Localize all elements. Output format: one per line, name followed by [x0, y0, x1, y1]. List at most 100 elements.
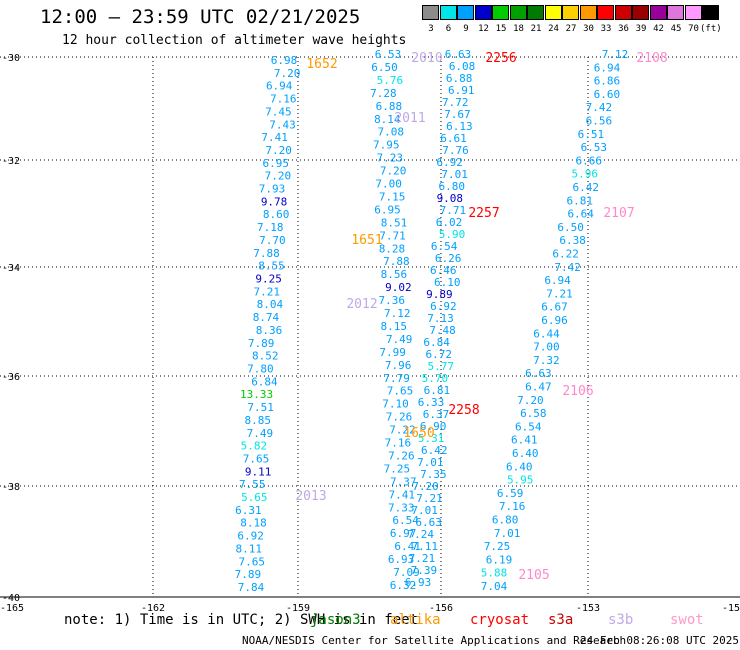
- swh-value-label: 7.12: [602, 48, 629, 61]
- swh-value-label: 6.54: [392, 514, 419, 527]
- swh-value-label: 6.53: [375, 48, 402, 61]
- swh-value-label: 7.32: [533, 354, 560, 367]
- swh-value-label: 7.79: [383, 372, 410, 385]
- swh-value-label: 8.56: [381, 268, 408, 281]
- swh-value-label: 7.21: [409, 552, 436, 565]
- pass-time-label: 1650: [403, 426, 434, 441]
- swh-value-label: 7.21: [416, 492, 443, 505]
- swh-value-label: 7.65: [239, 555, 266, 568]
- swh-value-label: 8.28: [379, 242, 406, 255]
- swh-value-label: 6.63: [415, 516, 442, 529]
- scale-label: 21: [530, 24, 542, 34]
- swh-value-label: 7.51: [247, 401, 274, 414]
- swh-value-label: 7.13: [427, 312, 454, 325]
- swh-value-label: 7.09: [393, 566, 420, 579]
- scale-swatch: [439, 5, 457, 20]
- lon-label: -156: [429, 603, 453, 614]
- page-subtitle: 12 hour collection of altimeter wave hei…: [62, 33, 407, 48]
- swh-value-label: 6.53: [581, 141, 608, 154]
- swh-value-label: 7.67: [444, 108, 471, 121]
- swh-value-label: 7.15: [379, 190, 406, 203]
- pass-time-label: 2107: [603, 206, 634, 221]
- swh-value-label: 5.90: [439, 228, 466, 241]
- scale-label: 12: [478, 24, 489, 34]
- swh-value-label: 7.08: [378, 126, 405, 139]
- scale-unit-label: (ft): [700, 24, 722, 34]
- swh-value-label: 7.16: [270, 93, 297, 106]
- swh-value-label: 7.72: [442, 96, 469, 109]
- swh-value-label: 8.36: [256, 324, 283, 337]
- swh-value-label: 8.74: [253, 311, 280, 324]
- swh-value-label: 7.00: [375, 178, 402, 191]
- swh-value-label: 6.80: [492, 514, 519, 527]
- scale-label: 39: [635, 24, 647, 34]
- scale-label: 27: [565, 24, 577, 34]
- scale-label: 45: [670, 24, 682, 34]
- scale-label: 6: [445, 24, 452, 34]
- swh-value-label: 6.42: [421, 444, 448, 457]
- swh-value-label: 7.01: [441, 168, 468, 181]
- swh-value-label: 7.88: [253, 247, 280, 260]
- swh-value-label: 9.08: [437, 192, 464, 205]
- swh-value-label: 9.78: [261, 195, 288, 208]
- swh-value-label: 8.52: [252, 350, 279, 363]
- swh-value-label: 6.84: [251, 375, 278, 388]
- swh-value-label: 7.01: [411, 504, 438, 517]
- swh-value-label: 7.21: [546, 287, 573, 300]
- pass-time-label: 2011: [394, 111, 425, 126]
- pass-time-label: 1651: [351, 233, 382, 248]
- swh-value-label: 7.84: [238, 581, 265, 594]
- swh-value-label: 5.31: [418, 432, 445, 445]
- scale-label: 42: [653, 24, 664, 34]
- swh-value-label: 6.94: [594, 61, 621, 74]
- scale-swatch: [527, 5, 544, 20]
- swh-value-label: 6.67: [541, 301, 568, 314]
- lat-label: -32: [2, 156, 20, 167]
- swh-value-label: 6.94: [266, 80, 293, 93]
- swh-value-label: 7.37: [390, 475, 417, 488]
- swh-value-label: 6.22: [552, 248, 579, 261]
- swh-value-label: 7.41: [261, 131, 288, 144]
- swh-value-label: 7.41: [389, 488, 416, 501]
- scale-swatch: [492, 5, 509, 20]
- swh-value-label: 6.42: [573, 181, 600, 194]
- lon-label: -15: [722, 603, 740, 614]
- scale-swatch: [474, 5, 492, 20]
- swh-value-label: 9.02: [385, 281, 412, 294]
- swh-value-label: 7.22: [389, 424, 416, 437]
- swh-value-label: 6.54: [431, 240, 458, 253]
- swh-value-label: 5.82: [241, 440, 268, 453]
- lat-label: -30: [2, 53, 20, 64]
- scale-swatch: [667, 5, 684, 20]
- lat-label: -36: [2, 372, 20, 383]
- footer-note: note: 1) Time is in UTC; 2) SWH is in fe…: [64, 612, 419, 628]
- swh-value-label: 6.81: [424, 384, 451, 397]
- swh-value-label: 6.44: [533, 327, 560, 340]
- swh-value-label: 6.80: [439, 180, 466, 193]
- swh-value-label: 7.45: [265, 105, 292, 118]
- swh-value-label: 7.89: [248, 337, 275, 350]
- swh-value-label: 7.01: [494, 527, 521, 540]
- swh-value-label: 6.10: [434, 276, 461, 289]
- swh-value-label: 8.85: [244, 414, 271, 427]
- scale-label: 3: [428, 24, 434, 34]
- swh-value-label: 6.40: [512, 447, 539, 460]
- lat-label: -34: [2, 263, 20, 274]
- pass-time-label: 2013: [295, 489, 326, 504]
- swh-value-label: 7.23: [376, 152, 403, 165]
- mission-label-swot: swot: [670, 612, 704, 628]
- scale-swatch: [632, 5, 649, 20]
- swh-value-label: 7.96: [385, 359, 412, 372]
- swh-value-label: 6.66: [576, 154, 603, 167]
- swh-value-label: 8.18: [240, 517, 267, 530]
- swh-value-label: 6.51: [578, 128, 605, 141]
- scale-swatch: [614, 5, 632, 20]
- pass-time-label: 2257: [468, 206, 499, 221]
- swh-value-label: 6.63: [525, 367, 552, 380]
- swh-value-label: 6.58: [520, 407, 547, 420]
- swh-value-label: 7.20: [265, 170, 292, 183]
- swh-value-label: 8.55: [258, 260, 285, 273]
- swh-value-label: 6.32: [390, 579, 417, 592]
- swh-value-label: 7.26: [388, 449, 415, 462]
